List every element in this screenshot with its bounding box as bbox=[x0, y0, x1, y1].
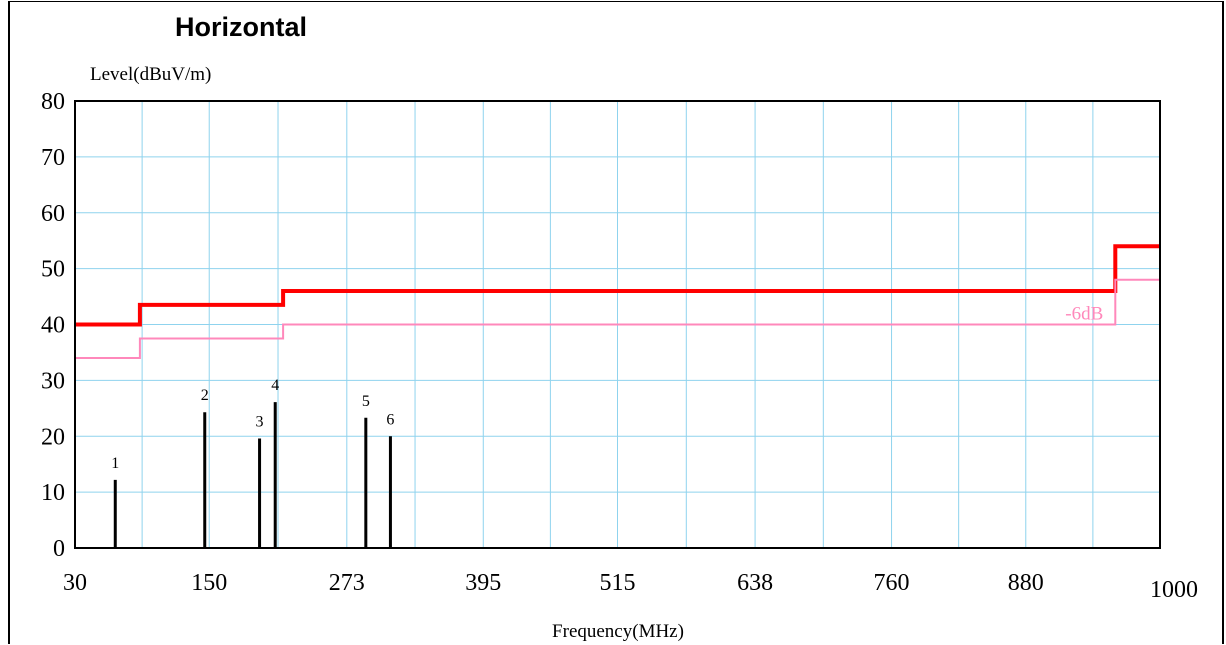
y-tick-label: 0 bbox=[53, 536, 65, 562]
y-axis-label: Level(dBuV/m) bbox=[90, 64, 211, 85]
plot-area-border bbox=[74, 100, 1161, 549]
x-tick-label: 760 bbox=[874, 570, 910, 596]
x-tick-label: 395 bbox=[465, 570, 501, 596]
limit-line bbox=[75, 244, 1160, 327]
peak-label-3: 3 bbox=[256, 413, 264, 430]
y-tick-label: 30 bbox=[41, 368, 65, 394]
x-tick-label: 638 bbox=[737, 570, 773, 596]
x-tick-label: 1000 bbox=[1150, 577, 1198, 603]
y-tick-label: 60 bbox=[41, 201, 65, 227]
margin-note-label: -6dB bbox=[1065, 304, 1103, 325]
x-tick-label: 273 bbox=[329, 570, 365, 596]
y-tick-label: 40 bbox=[41, 313, 65, 339]
x-tick-label: 30 bbox=[63, 570, 87, 596]
peak-label-2: 2 bbox=[201, 387, 209, 404]
y-tick-label: 10 bbox=[41, 480, 65, 506]
peak-label-1: 1 bbox=[111, 455, 119, 472]
peak-label-6: 6 bbox=[386, 411, 394, 428]
chart-frame bbox=[8, 1, 1224, 644]
chart-title: Horizontal bbox=[175, 12, 307, 42]
x-tick-label: 515 bbox=[600, 570, 636, 596]
margin-line bbox=[75, 278, 1160, 359]
peaks-group: 1 2 3 4 56 bbox=[111, 377, 394, 548]
y-tick-label: 70 bbox=[41, 145, 65, 171]
tick-labels: 0 10 20 30 40 50 60 70 80 30 150 273 395 515 638 760 880… bbox=[41, 89, 1198, 603]
peak-label-5: 5 bbox=[362, 393, 370, 410]
x-axis-label: Frequency(MHz) bbox=[552, 621, 684, 642]
y-tick-label: 20 bbox=[41, 424, 65, 450]
y-tick-label: 50 bbox=[41, 257, 65, 283]
y-tick-label: 80 bbox=[41, 89, 65, 115]
series-group: -6dB bbox=[75, 244, 1160, 359]
x-tick-label: 150 bbox=[191, 570, 227, 596]
peak-label-4: 4 bbox=[271, 377, 279, 394]
x-tick-label: 880 bbox=[1008, 570, 1044, 596]
